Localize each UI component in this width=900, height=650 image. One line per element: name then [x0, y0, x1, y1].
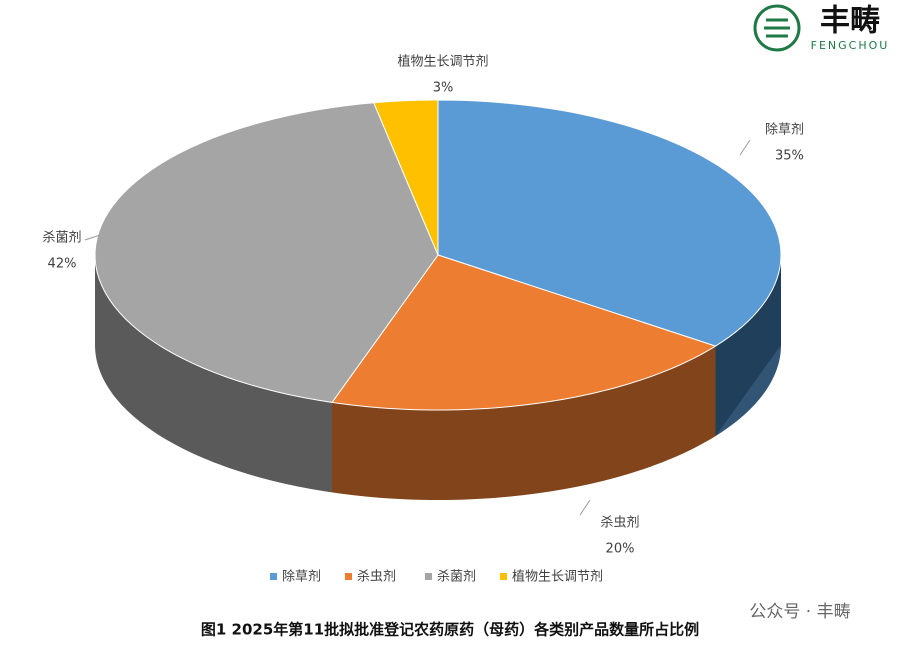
data-label-value: 35% [775, 149, 804, 164]
legend-swatch [425, 573, 432, 580]
data-label-name: 植物生长调节剂 [397, 55, 488, 70]
slice [331, 254, 717, 411]
legend-swatch [270, 573, 277, 580]
legend-swatch [345, 573, 352, 580]
watermark: 公众号 · 丰畴 [749, 602, 850, 622]
legend-label: 除草剂 [282, 570, 321, 585]
legend-label: 杀虫剂 [357, 570, 396, 585]
slice [94, 102, 439, 403]
logo: 丰畴 FENGCHOU [753, 4, 890, 52]
slice-side [95, 255, 333, 493]
leader-line [84, 234, 101, 241]
data-label-value: 20% [606, 542, 635, 557]
leader-line [739, 139, 751, 156]
logo-name: 丰畴 [820, 4, 880, 39]
chart-title: 图1 2025年第11批拟批准登记农药原药（母药）各类别产品数量所占比例 [201, 621, 699, 639]
data-label-name: 杀菌剂 [42, 231, 81, 246]
slice [372, 99, 439, 256]
slice-side [332, 346, 716, 500]
slice [437, 99, 782, 347]
legend-label: 植物生长调节剂 [512, 570, 603, 585]
data-label-name: 除草剂 [765, 123, 804, 138]
data-label-name: 杀虫剂 [600, 516, 639, 531]
pie [94, 99, 782, 500]
data-label-value: 42% [48, 257, 77, 272]
legend-label: 杀菌剂 [437, 570, 476, 585]
logo-icon [753, 4, 801, 52]
legend-swatch [500, 573, 507, 580]
logo-subtitle: FENGCHOU [811, 39, 890, 52]
data-label-value: 3% [433, 81, 454, 96]
leader-line [579, 499, 591, 516]
